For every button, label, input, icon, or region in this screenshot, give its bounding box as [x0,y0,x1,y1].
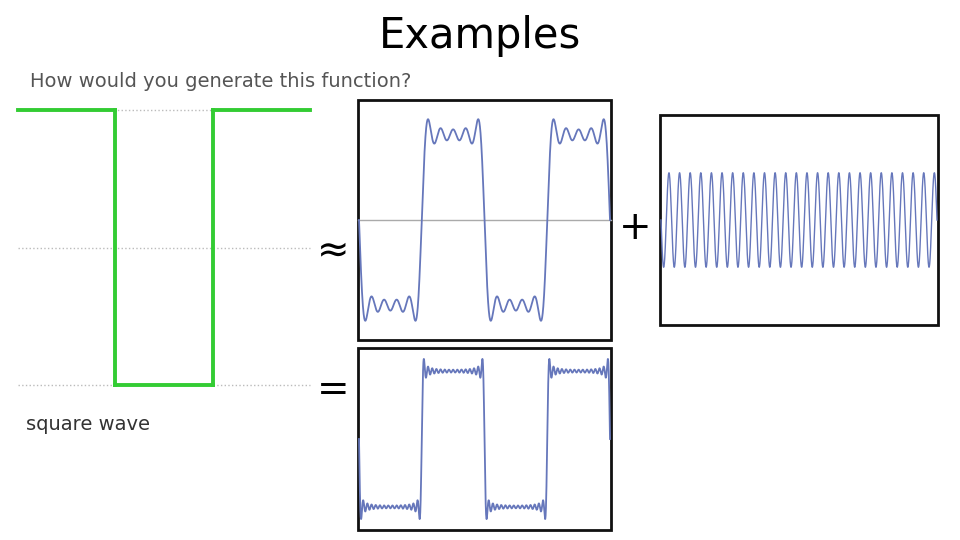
Text: =: = [317,371,349,409]
Bar [660,115,938,325]
Text: How would you generate this function?: How would you generate this function? [30,72,412,91]
Bar [358,348,611,530]
Bar [358,100,611,340]
Text: +: + [618,209,651,247]
Text: ≈: ≈ [317,231,349,269]
Text: Examples: Examples [379,15,581,57]
Text: square wave: square wave [26,415,150,434]
